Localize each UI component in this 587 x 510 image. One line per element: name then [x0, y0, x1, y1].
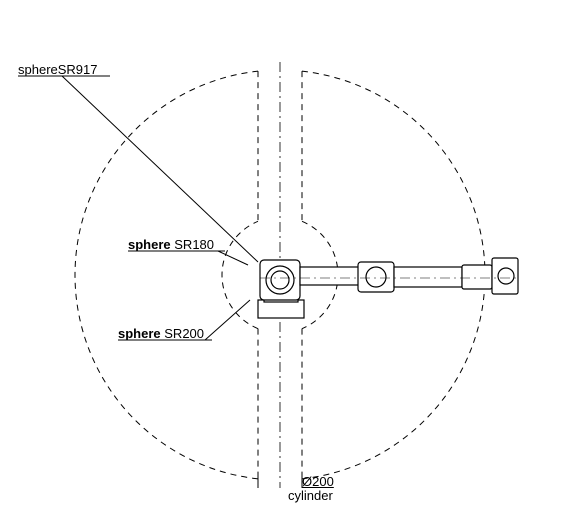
leader-sr200 [205, 300, 250, 340]
leader-sr180 [218, 251, 248, 265]
label-sr200-prefix: sphere [118, 326, 161, 341]
leader-sr917 [62, 76, 258, 262]
label-sr917-prefix: sphere [18, 62, 58, 77]
label-sr180: sphere SR180 [128, 237, 214, 252]
label-cyl-dim-text: Ø200 [302, 474, 334, 489]
label-cyl-dim: Ø200 [302, 474, 334, 489]
label-sr200-value: SR200 [164, 326, 204, 341]
robot-arm [258, 258, 518, 318]
label-sr180-prefix: sphere [128, 237, 171, 252]
label-sr917: sphereSR917 [18, 62, 98, 77]
label-sr180-value: SR180 [174, 237, 214, 252]
label-sr200: sphere SR200 [118, 326, 204, 341]
label-cyl-name-text: cylinder [288, 488, 333, 503]
label-sr917-value: SR917 [58, 62, 98, 77]
label-cyl-name: cylinder [288, 488, 333, 503]
